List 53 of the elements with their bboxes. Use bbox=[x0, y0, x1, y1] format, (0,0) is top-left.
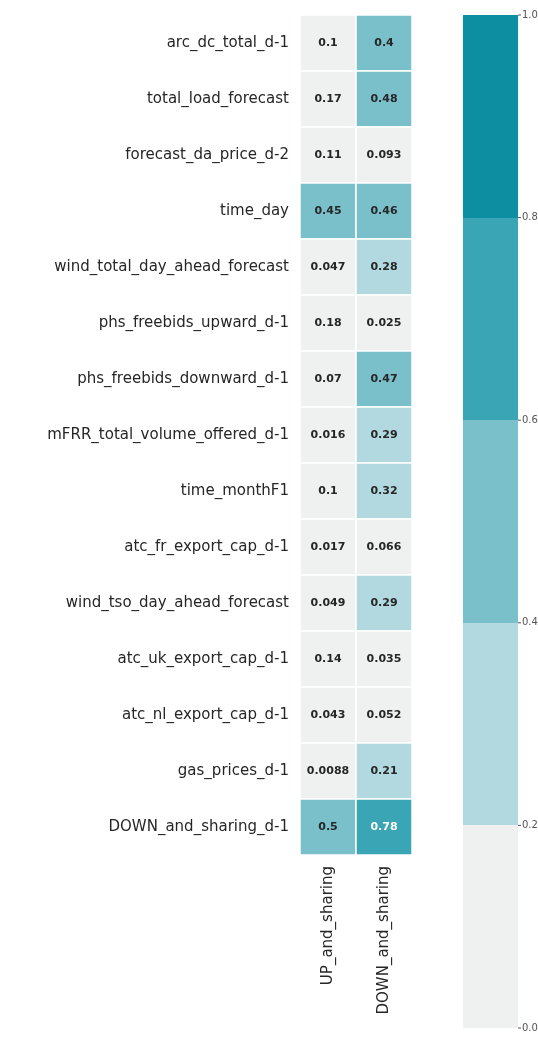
color-bar-label: 0.0 bbox=[522, 1021, 538, 1033]
y-tick-label: atc_uk_export_cap_d-1 bbox=[117, 648, 289, 668]
x-tick-label: DOWN_and_sharing bbox=[373, 866, 393, 1015]
data-label: 0.049 bbox=[310, 595, 346, 609]
color-bar-label: 0.8 bbox=[522, 211, 538, 223]
y-tick-label: total_load_forecast bbox=[146, 88, 290, 108]
data-label: 0.46 bbox=[370, 203, 398, 217]
y-tick-label: mFRR_total_volume_offered_d-1 bbox=[47, 424, 289, 444]
data-label: 0.025 bbox=[366, 315, 402, 329]
color-bar-label: 0.6 bbox=[522, 413, 538, 425]
data-label: 0.17 bbox=[314, 91, 342, 105]
data-label: 0.043 bbox=[310, 707, 346, 721]
data-label: 0.28 bbox=[370, 259, 398, 273]
data-label: 0.066 bbox=[366, 539, 402, 553]
y-tick-label: wind_total_day_ahead_forecast bbox=[54, 256, 290, 276]
data-label: 0.052 bbox=[366, 707, 402, 721]
data-label: 0.07 bbox=[314, 371, 342, 385]
y-tick-label: arc_dc_total_d-1 bbox=[166, 32, 289, 52]
data-label: 0.1 bbox=[318, 35, 338, 49]
data-label: 0.093 bbox=[366, 147, 402, 161]
color-bar-label: 1.0 bbox=[522, 8, 538, 20]
data-label: 0.047 bbox=[310, 259, 346, 273]
y-tick-label: atc_nl_export_cap_d-1 bbox=[121, 704, 289, 724]
y-tick-label: DOWN_and_sharing_d-1 bbox=[108, 816, 289, 836]
y-tick-label: time_monthF1 bbox=[180, 480, 289, 500]
data-label: 0.5 bbox=[318, 819, 338, 833]
y-tick-label: phs_freebids_upward_d-1 bbox=[98, 312, 289, 332]
data-label: 0.11 bbox=[314, 147, 342, 161]
y-tick-label: time_day bbox=[220, 200, 290, 220]
data-label: 0.016 bbox=[310, 427, 346, 441]
data-label: 0.29 bbox=[370, 427, 398, 441]
color-bar-label: 0.2 bbox=[522, 818, 538, 830]
y-tick-label: wind_tso_day_ahead_forecast bbox=[65, 592, 290, 612]
y-tick-label: atc_fr_export_cap_d-1 bbox=[124, 536, 289, 556]
data-label: 0.29 bbox=[370, 595, 398, 609]
data-label: 0.4 bbox=[374, 35, 395, 49]
data-label: 0.78 bbox=[370, 819, 398, 833]
data-label: 0.035 bbox=[366, 651, 402, 665]
y-tick-label: phs_freebids_downward_d-1 bbox=[77, 368, 289, 388]
y-tick-label: forecast_da_price_d-2 bbox=[125, 144, 289, 164]
color-bar-label: 0.4 bbox=[522, 616, 538, 628]
y-tick-label: gas_prices_d-1 bbox=[177, 760, 289, 780]
data-label: 0.1 bbox=[318, 483, 338, 497]
data-label: 0.32 bbox=[370, 483, 398, 497]
data-label: 0.017 bbox=[310, 539, 346, 553]
data-label: 0.47 bbox=[370, 371, 398, 385]
data-label: 0.21 bbox=[370, 763, 398, 777]
data-label: 0.48 bbox=[370, 91, 398, 105]
data-label: 0.0088 bbox=[306, 763, 350, 777]
x-tick-label: UP_and_sharing bbox=[317, 866, 337, 986]
data-label: 0.14 bbox=[314, 651, 342, 665]
data-label: 0.18 bbox=[314, 315, 342, 329]
data-label: 0.45 bbox=[314, 203, 342, 217]
